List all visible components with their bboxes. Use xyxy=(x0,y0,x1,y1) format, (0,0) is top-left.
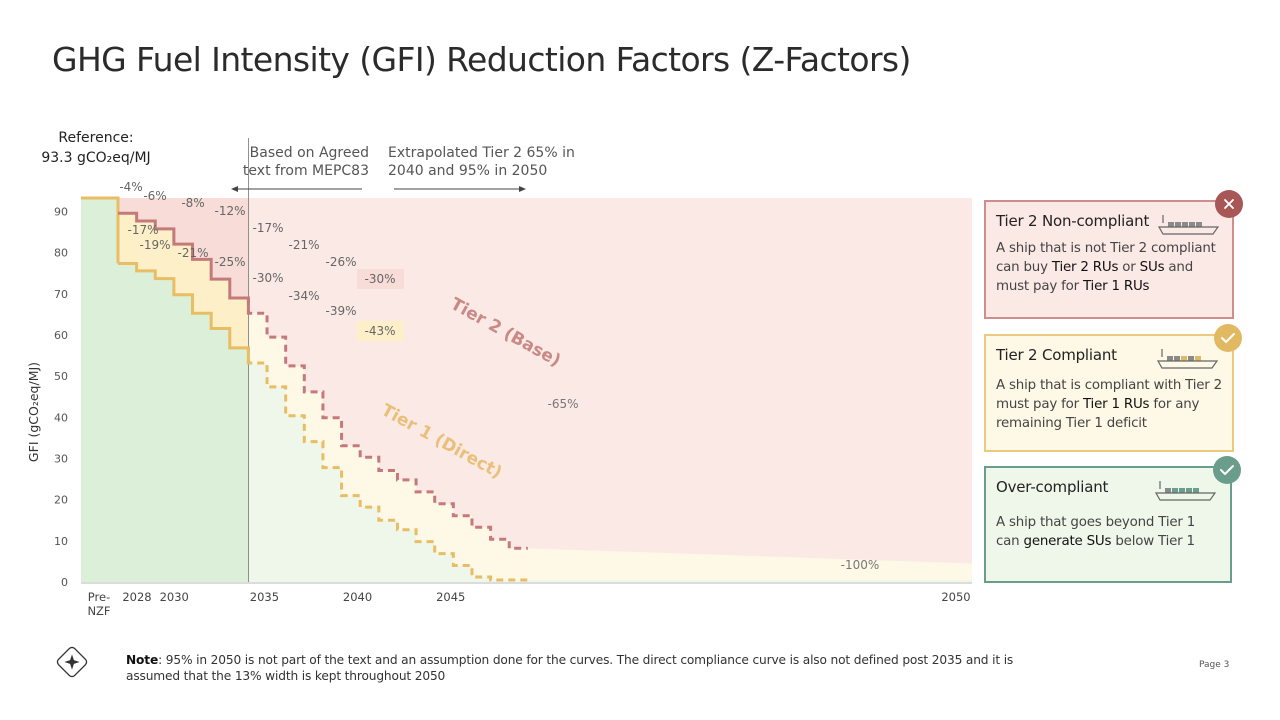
reference-line xyxy=(81,196,120,214)
zone-over-compliant xyxy=(81,198,249,582)
page-number: Page 3 xyxy=(1199,660,1230,670)
tier1-pct-label: -17% xyxy=(127,223,158,237)
tier2-line-dashed xyxy=(246,298,528,550)
tier2-pct-label: -4% xyxy=(119,180,142,194)
x-tick-label: 2028 xyxy=(122,590,151,604)
tier2-pct-label: -12% xyxy=(214,204,245,218)
tier1-pct-label: -43% xyxy=(364,324,395,338)
card-title: Tier 2 Compliant xyxy=(996,346,1117,364)
y-tick-label: 50 xyxy=(54,370,68,383)
y-tick-label: 70 xyxy=(54,288,68,301)
x-tick-label: NZF xyxy=(87,604,110,618)
arrow-left-head xyxy=(231,186,238,192)
x-tick-label: 2040 xyxy=(343,590,372,604)
tier1-pct-label: -39% xyxy=(325,304,356,318)
footnote: Note: 95% in 2050 is not part of the tex… xyxy=(126,653,1014,683)
tier2-pct-label: -30% xyxy=(364,272,395,286)
card-tier2-non-compliant: Tier 2 Non-compliant A ship that is not … xyxy=(984,200,1234,319)
arrow-right-head xyxy=(519,186,526,192)
zone-tier2-compliant xyxy=(118,213,249,364)
ship-icon xyxy=(1155,481,1217,501)
check-icon xyxy=(1213,456,1241,484)
tier2-pct-label: -17% xyxy=(252,221,283,235)
card-title: Tier 2 Non-compliant xyxy=(996,212,1150,230)
zone-tier2-compliant-tail xyxy=(527,548,972,580)
pct-label-2050: -100% xyxy=(841,558,880,572)
close-icon xyxy=(1215,190,1243,218)
tier1-pct-label: -25% xyxy=(214,255,245,269)
zone-over-compliant-extrapolated xyxy=(248,347,972,582)
tier1-line-solid xyxy=(118,261,250,364)
x-tick-label: 2045 xyxy=(436,590,465,604)
tier2-pct-label: -26% xyxy=(325,255,356,269)
y-tick-label: 40 xyxy=(54,411,68,424)
y-tick-label: 30 xyxy=(54,453,68,466)
card-over-compliant: Over-compliant A ship that goes beyond T… xyxy=(984,466,1232,583)
card-text: A ship that is not Tier 2 compliant can … xyxy=(996,241,1216,294)
y-tick-label: 60 xyxy=(54,329,68,342)
y-tick-label: 90 xyxy=(54,206,68,219)
logo-icon xyxy=(56,646,88,678)
card-title: Over-compliant xyxy=(996,478,1109,496)
tier1-line-dashed xyxy=(246,347,528,582)
page-title: GHG Fuel Intensity (GFI) Reduction Facto… xyxy=(52,40,911,79)
tier1-pct-label: -21% xyxy=(177,246,208,260)
y-axis-label: GFI (gCO₂eq/MJ) xyxy=(26,362,41,462)
label-bg xyxy=(357,269,404,289)
y-tick-label: 80 xyxy=(54,247,68,260)
x-tick-label: 2050 xyxy=(941,590,970,604)
tier1-pct-label: -19% xyxy=(139,238,170,252)
annotation-left: Based on Agreed xyxy=(250,145,369,161)
ship-icon xyxy=(1157,349,1219,369)
annotation-right: Extrapolated Tier 2 65% in xyxy=(388,145,575,161)
y-tick-label: 10 xyxy=(54,535,68,548)
label-bg xyxy=(357,321,404,341)
tier1-pct-label: -34% xyxy=(288,289,319,303)
x-tick-label: 2035 xyxy=(250,590,279,604)
tier2-line-solid xyxy=(118,211,250,314)
x-tick-label: 2030 xyxy=(160,590,189,604)
y-tick-label: 20 xyxy=(54,494,68,507)
pct-label-2040: -65% xyxy=(547,397,578,411)
card-tier2-compliant: Tier 2 Compliant A ship that is complian… xyxy=(984,334,1234,452)
tier2-pct-label: -21% xyxy=(288,238,319,252)
annotation-left: text from MEPC83 xyxy=(243,163,369,179)
card-text: A ship that is compliant with Tier 2 mus… xyxy=(996,378,1222,431)
ship-icon xyxy=(1158,215,1220,235)
reference-label: Reference: xyxy=(58,130,133,146)
y-tick-label: 0 xyxy=(61,576,68,589)
tier2-pct-label: -8% xyxy=(181,196,204,210)
reference-value: 93.3 gCO₂eq/MJ xyxy=(41,150,150,166)
annotation-right: 2040 and 95% in 2050 xyxy=(388,163,547,179)
tier1-pct-label: -30% xyxy=(252,271,283,285)
card-text: A ship that goes beyond Tier 1 can gener… xyxy=(996,515,1196,549)
check-icon xyxy=(1214,324,1242,352)
tier2-pct-label: -6% xyxy=(143,189,166,203)
x-tick-label: Pre- xyxy=(88,590,110,604)
